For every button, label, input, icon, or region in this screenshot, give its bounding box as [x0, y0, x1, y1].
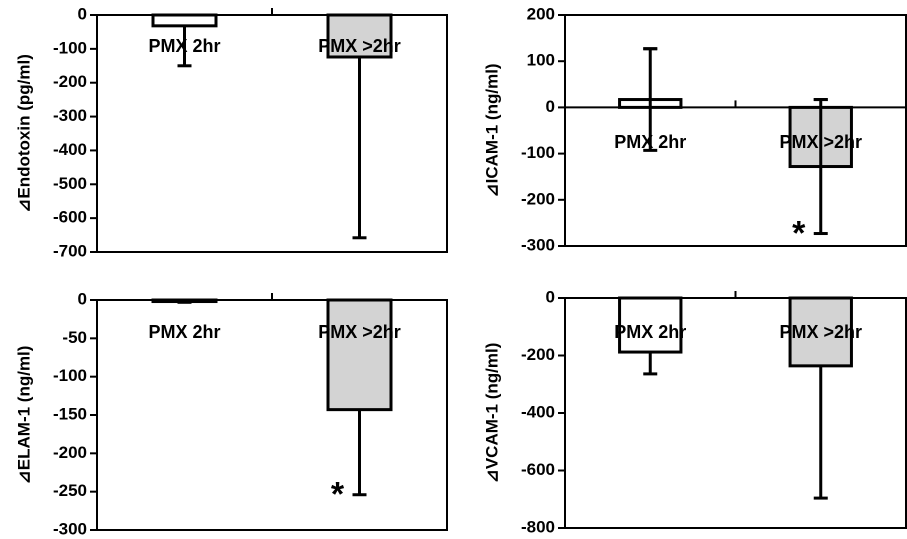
error-bar: [177, 300, 192, 304]
y-axis-label: ⊿VCAM-1 (ng/ml): [482, 343, 501, 484]
panel: 0 -200 -400 -600 -800 ⊿VCAM-1 (ng/ml) PMX 2hr P…: [482, 287, 907, 536]
y-tick-label: -800: [521, 517, 555, 536]
bar: [151, 13, 218, 28]
y-tick-label: 0: [78, 4, 87, 23]
y-tick-label: -500: [53, 174, 87, 193]
y-axis-label: ⊿ICAM-1 (ng/ml): [482, 63, 501, 197]
y-tick-label: -200: [53, 72, 87, 91]
category-label: PMX >2hr: [318, 36, 401, 56]
y-tick-label: 0: [78, 289, 87, 308]
panel: 200 100 0 -100 -200 -300 ⊿ICAM-1 (ng/ml) PMX 2h…: [482, 4, 907, 254]
y-tick-label: -150: [53, 404, 87, 423]
y-tick-label: -300: [53, 519, 87, 538]
y-axis-label: ⊿ELAM-1 (ng/ml): [14, 346, 33, 485]
error-bar: [352, 409, 367, 497]
y-tick-label: -300: [53, 106, 87, 125]
y-tick-label: 0: [546, 287, 555, 306]
category-label: PMX 2hr: [614, 322, 686, 342]
y-tick-label: -200: [521, 345, 555, 364]
panel: 0 -50 -100 -150 -200 -250 -300 ⊿ELAM-1 (ng/ml) P…: [14, 289, 448, 538]
category-label: PMX 2hr: [148, 36, 220, 56]
y-axis-label: ⊿Endotoxin (pg/ml): [14, 54, 33, 213]
error-bar: [813, 365, 828, 500]
y-tick-label: -100: [521, 143, 555, 162]
y-tick-label: 100: [527, 51, 555, 70]
error-bar: [643, 352, 658, 376]
annotation: *: [792, 215, 806, 253]
y-tick-label: -50: [62, 328, 87, 347]
plot-frame: [564, 14, 907, 247]
y-tick-label: -100: [53, 38, 87, 57]
y-tick-label: -100: [53, 366, 87, 385]
y-tick-label: 0: [546, 97, 555, 116]
y-tick-label: -200: [521, 189, 555, 208]
annotation: *: [331, 476, 345, 514]
category-label: PMX >2hr: [779, 132, 862, 152]
bar: [326, 298, 393, 412]
category-label: PMX >2hr: [318, 322, 401, 342]
bar: [788, 296, 853, 368]
error-bar: [643, 47, 658, 152]
error-bar: [177, 25, 192, 68]
error-bar: [813, 98, 828, 236]
y-tick-label: -600: [53, 208, 87, 227]
y-tick-label: -300: [521, 235, 555, 254]
y-tick-label: -250: [53, 481, 87, 500]
category-label: PMX >2hr: [779, 322, 862, 342]
y-tick-label: -200: [53, 443, 87, 462]
y-tick-label: 200: [527, 4, 555, 23]
y-tick-label: -600: [521, 460, 555, 479]
bar: [618, 296, 683, 354]
y-tick-label: -700: [53, 241, 87, 260]
category-label: PMX 2hr: [614, 132, 686, 152]
y-tick-label: -400: [53, 140, 87, 159]
panel: 0 -100 -200 -300 -400 -500 -600 -700 ⊿Endotoxin …: [14, 4, 448, 260]
y-tick-label: -400: [521, 402, 555, 421]
category-label: PMX 2hr: [148, 322, 220, 342]
error-bar: [352, 56, 367, 240]
